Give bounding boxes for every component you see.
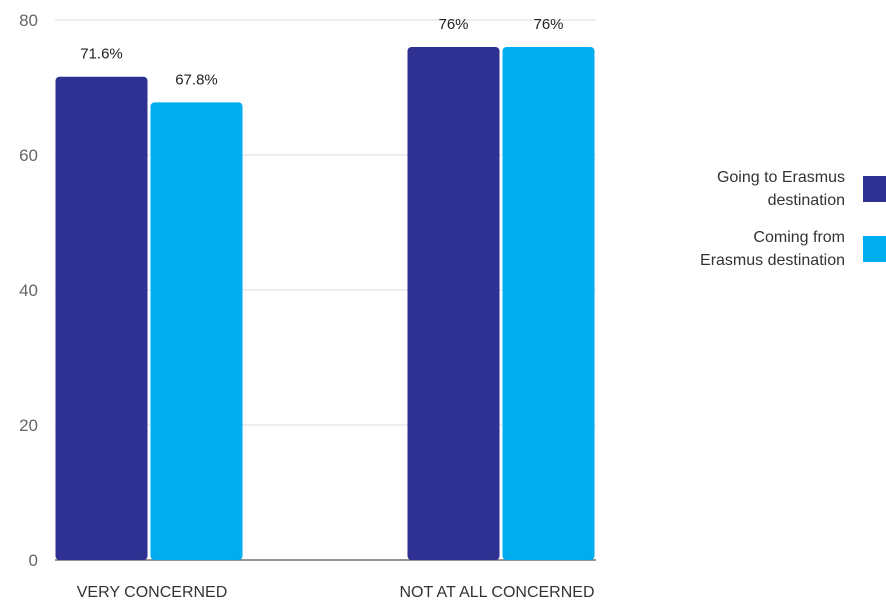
legend-item-1: Going to Erasmus destination <box>717 169 886 209</box>
data-label: 76% <box>533 16 563 33</box>
bars <box>55 47 595 560</box>
legend-label: Going to Erasmus <box>717 169 845 186</box>
legend-label: Erasmus destination <box>700 252 845 269</box>
data-labels: 71.6% 67.8% 76% 76% <box>80 16 563 88</box>
legend-item-2: Coming from Erasmus destination <box>700 229 886 269</box>
bar-series-2-not-at-all-concerned <box>502 47 595 560</box>
y-tick-label: 40 <box>19 281 38 300</box>
legend-swatch <box>863 236 886 262</box>
y-tick-label: 80 <box>19 11 38 30</box>
y-tick-label: 60 <box>19 146 38 165</box>
legend-label: Coming from <box>753 229 845 246</box>
y-tick-label: 20 <box>19 416 38 435</box>
bar-series-2-very-concerned <box>150 102 243 560</box>
bar-series-1-not-at-all-concerned <box>407 47 500 560</box>
legend-label: destination <box>768 192 845 209</box>
data-label: 76% <box>438 16 468 33</box>
x-axis-categories: VERY CONCERNED NOT AT ALL CONCERNED <box>77 584 595 601</box>
data-label: 67.8% <box>175 71 218 88</box>
data-label: 71.6% <box>80 46 123 63</box>
legend: Going to Erasmus destination Coming from Er… <box>700 169 886 269</box>
y-tick-label: 0 <box>29 551 38 570</box>
x-category-label: VERY CONCERNED <box>77 584 228 601</box>
x-category-label: NOT AT ALL CONCERNED <box>399 584 594 601</box>
y-axis-ticks: 0 20 40 60 80 <box>19 11 38 570</box>
bar-series-1-very-concerned <box>55 76 148 560</box>
legend-swatch <box>863 176 886 202</box>
